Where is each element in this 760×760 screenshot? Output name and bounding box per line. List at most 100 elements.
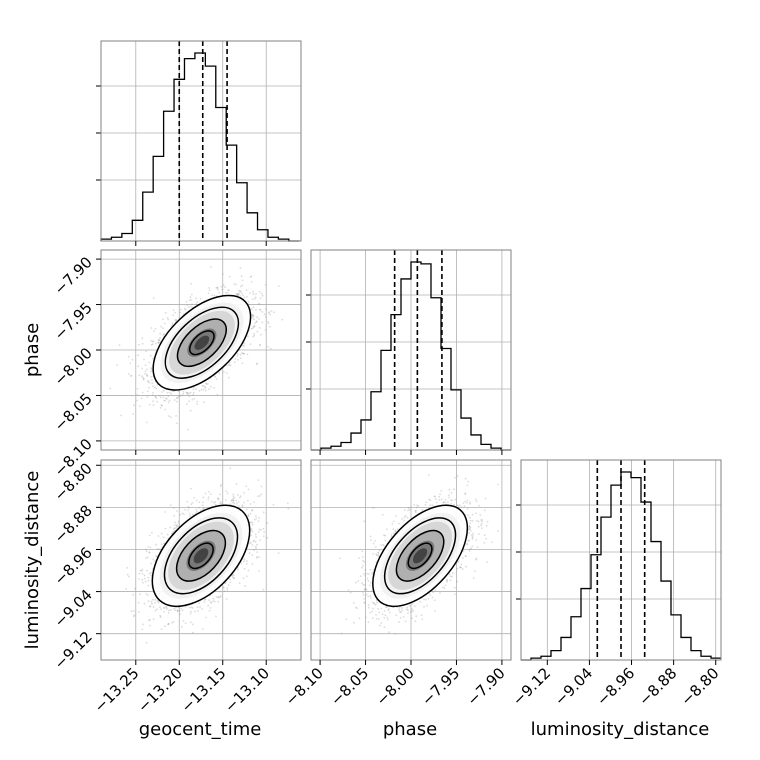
scatter-point xyxy=(286,502,289,505)
scatter-point xyxy=(208,388,211,391)
scatter-point xyxy=(251,523,254,526)
scatter-point xyxy=(217,600,220,603)
scatter-point xyxy=(214,376,217,378)
scatter-point xyxy=(168,399,171,402)
scatter-point xyxy=(177,396,180,398)
scatter-point xyxy=(268,311,271,313)
scatter-point xyxy=(198,390,201,392)
scatter-point xyxy=(255,536,258,538)
scatter-point xyxy=(160,608,162,610)
scatter-point xyxy=(162,327,165,330)
scatter-point xyxy=(216,286,219,289)
scatter-point xyxy=(228,376,230,379)
scatter-point xyxy=(175,525,178,528)
scatter-point xyxy=(144,370,147,372)
scatter-point xyxy=(208,490,210,493)
scatter-point xyxy=(203,598,206,601)
scatter-point xyxy=(253,298,256,300)
scatter-point xyxy=(195,508,198,511)
scatter-point xyxy=(241,284,244,287)
scatter-point xyxy=(158,339,161,342)
scatter-point xyxy=(215,378,218,380)
scatter-point xyxy=(238,582,241,584)
scatter-point xyxy=(191,303,193,306)
scatter-point xyxy=(165,397,168,400)
scatter-point xyxy=(172,620,175,623)
scatter-point xyxy=(180,625,183,628)
scatter-point xyxy=(147,594,149,596)
scatter-point xyxy=(146,396,149,398)
scatter-point xyxy=(138,578,140,580)
scatter-point xyxy=(204,492,207,495)
scatter-point xyxy=(219,596,222,599)
scatter-point xyxy=(254,296,257,299)
scatter-point xyxy=(164,311,167,314)
scatter-point xyxy=(281,318,284,321)
scatter-point xyxy=(256,362,258,365)
scatter-point xyxy=(151,602,153,605)
scatter-point xyxy=(166,608,168,610)
scatter-point xyxy=(141,342,144,345)
scatter-point xyxy=(252,306,255,308)
scatter-point xyxy=(242,577,245,580)
scatter-point xyxy=(154,342,157,345)
scatter-point xyxy=(130,610,133,613)
scatter-point xyxy=(154,395,157,398)
scatter-point xyxy=(245,575,248,578)
scatter-point xyxy=(215,595,218,598)
scatter-point xyxy=(218,291,220,294)
scatter-point xyxy=(147,379,150,382)
scatter-point xyxy=(251,531,254,533)
scatter-point xyxy=(156,608,159,611)
scatter-point xyxy=(152,391,155,394)
scatter-point xyxy=(136,399,139,402)
scatter-point xyxy=(233,497,236,499)
scatter-point xyxy=(236,293,239,296)
scatter-point xyxy=(160,532,163,535)
scatter-point xyxy=(255,515,257,517)
scatter-point xyxy=(270,310,273,312)
scatter-point xyxy=(239,495,242,498)
scatter-point xyxy=(255,320,258,323)
scatter-point xyxy=(168,391,171,394)
scatter-point xyxy=(232,501,234,504)
scatter-point xyxy=(181,394,184,397)
scatter-point xyxy=(188,392,191,395)
scatter-point xyxy=(264,283,267,286)
scatter-point xyxy=(239,295,242,297)
scatter-point xyxy=(239,290,242,293)
scatter-point xyxy=(213,375,216,377)
scatter-point xyxy=(143,372,146,375)
scatter-point xyxy=(273,311,275,314)
scatter-point xyxy=(237,358,239,361)
panel-frame xyxy=(100,40,302,242)
scatter-point xyxy=(240,292,243,295)
scatter-point xyxy=(134,587,137,590)
scatter-point xyxy=(240,352,243,354)
scatter-point xyxy=(164,400,166,402)
scatter-point xyxy=(197,610,199,612)
scatter-point xyxy=(139,569,142,572)
scatter-point xyxy=(150,368,153,370)
scatter-point xyxy=(207,604,210,607)
scatter-point xyxy=(259,344,261,346)
scatter-point xyxy=(237,568,239,571)
scatter-point xyxy=(205,616,207,619)
scatter-point xyxy=(151,532,153,534)
scatter-point xyxy=(259,297,262,300)
scatter-point xyxy=(201,504,204,507)
scatter-point xyxy=(225,499,227,501)
scatter-point xyxy=(138,374,141,377)
scatter-point xyxy=(252,335,255,338)
scatter-point xyxy=(227,289,230,291)
scatter-point xyxy=(228,275,231,278)
scatter-point xyxy=(206,383,209,385)
scatter-point xyxy=(225,598,228,600)
scatter-point xyxy=(228,289,230,292)
scatter-point xyxy=(241,504,244,507)
scatter-point xyxy=(179,609,181,612)
scatter-point xyxy=(196,403,198,405)
scatter-point xyxy=(167,415,170,418)
scatter-point xyxy=(223,371,225,373)
